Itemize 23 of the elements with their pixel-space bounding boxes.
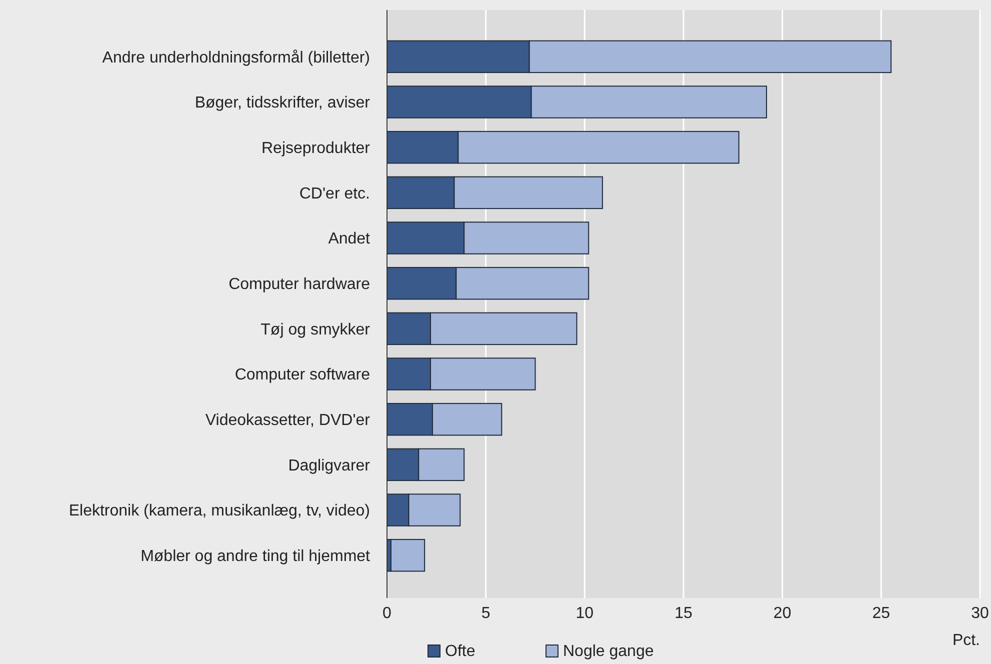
- y-tick-label: Videokassetter, DVD'er: [205, 412, 371, 429]
- x-tick-label: 20: [773, 605, 792, 622]
- y-tick-label: Dagligvarer: [288, 457, 371, 474]
- y-tick-label: Andet: [328, 230, 371, 248]
- x-tick-label: 5: [481, 605, 490, 622]
- legend-label: Ofte: [445, 643, 476, 660]
- x-tick-label: 25: [872, 605, 890, 622]
- x-tick-label: 0: [382, 605, 392, 622]
- y-tick-label: Elektronik (kamera, musikanlæg, tv, video): [68, 502, 370, 520]
- y-tick-label: Computer software: [234, 366, 370, 384]
- y-tick-label: Bøger, tidsskrifter, aviser: [194, 94, 371, 112]
- x-tick-label: 15: [674, 605, 692, 622]
- y-tick-label: Computer hardware: [228, 276, 370, 293]
- y-tick-label: Rejseprodukter: [262, 140, 371, 157]
- legend-label: Nogle gange: [563, 643, 654, 660]
- x-axis-title: Pct.: [952, 632, 980, 649]
- x-tick-label: 10: [576, 605, 594, 622]
- x-tick-label: 30: [971, 605, 989, 622]
- y-tick-label: Tøj og smykker: [260, 321, 371, 338]
- y-tick-label: Møbler og andre ting til hjemmet: [140, 548, 371, 565]
- y-tick-label: CD'er etc.: [299, 185, 370, 202]
- y-tick-label: Andre underholdningsformål (billetter): [102, 49, 370, 66]
- bar: [390, 538, 426, 572]
